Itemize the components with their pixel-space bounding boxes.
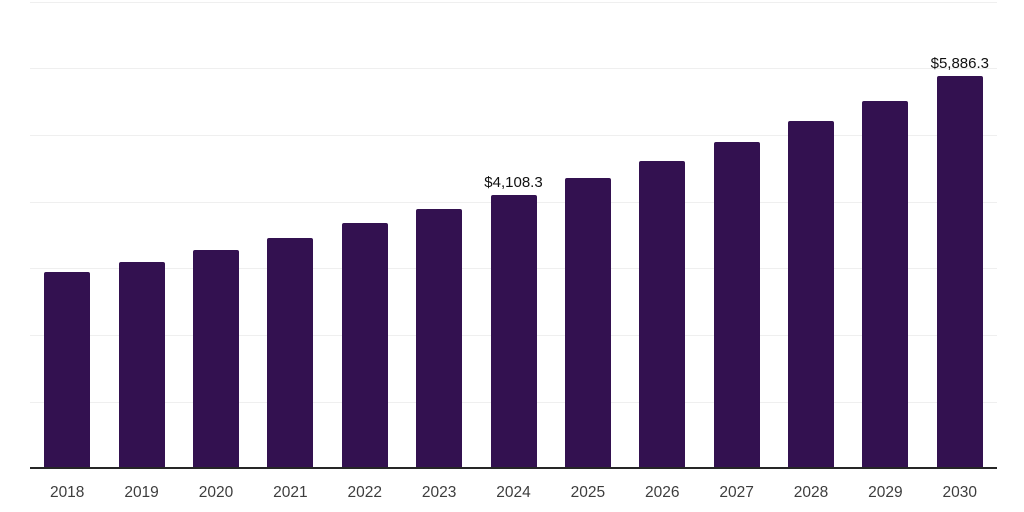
bar-2027 (713, 142, 760, 469)
bar-2021 (267, 238, 314, 469)
x-tick-label-2026: 2026 (645, 484, 680, 501)
bar-2025 (564, 178, 611, 469)
bar-2030 (936, 76, 983, 469)
x-tick-label-2019: 2019 (124, 484, 159, 501)
bar-2026 (639, 160, 686, 469)
bar-2028 (788, 120, 835, 469)
x-tick-label-2018: 2018 (49, 484, 85, 501)
gridline-7000 (30, 1, 997, 3)
x-tick-label-2027: 2027 (719, 484, 754, 501)
bar-2019 (118, 262, 165, 469)
bar-2024 (490, 194, 537, 469)
gridline-5000 (30, 134, 997, 136)
bar-2022 (341, 223, 388, 469)
bar-value-label-2030: $5,886.3 (930, 55, 989, 73)
plot-area: $4,108.3 $5,886.3 2018 2019 2020 2021 2022 202… (30, 0, 997, 512)
x-tick-label-2028: 2028 (793, 484, 829, 501)
bar-2020 (192, 250, 239, 469)
bar-2018 (44, 272, 91, 469)
x-tick-label-2022: 2022 (347, 484, 382, 501)
x-tick-label-2024: 2024 (496, 484, 531, 501)
bar-value-label-2024: $4,108.3 (484, 173, 543, 191)
x-tick-label-2021: 2021 (273, 484, 308, 501)
x-tick-label-2025: 2025 (570, 484, 606, 501)
x-tick-label-2020: 2020 (198, 484, 234, 501)
bar-2023 (416, 208, 463, 469)
bar-2029 (862, 100, 909, 469)
x-tick-label-2023: 2023 (421, 484, 457, 501)
x-axis-line (30, 467, 997, 469)
x-tick-label-2030: 2030 (942, 484, 978, 501)
x-tick-label-2029: 2029 (868, 484, 903, 501)
gridline-6000 (30, 68, 997, 70)
